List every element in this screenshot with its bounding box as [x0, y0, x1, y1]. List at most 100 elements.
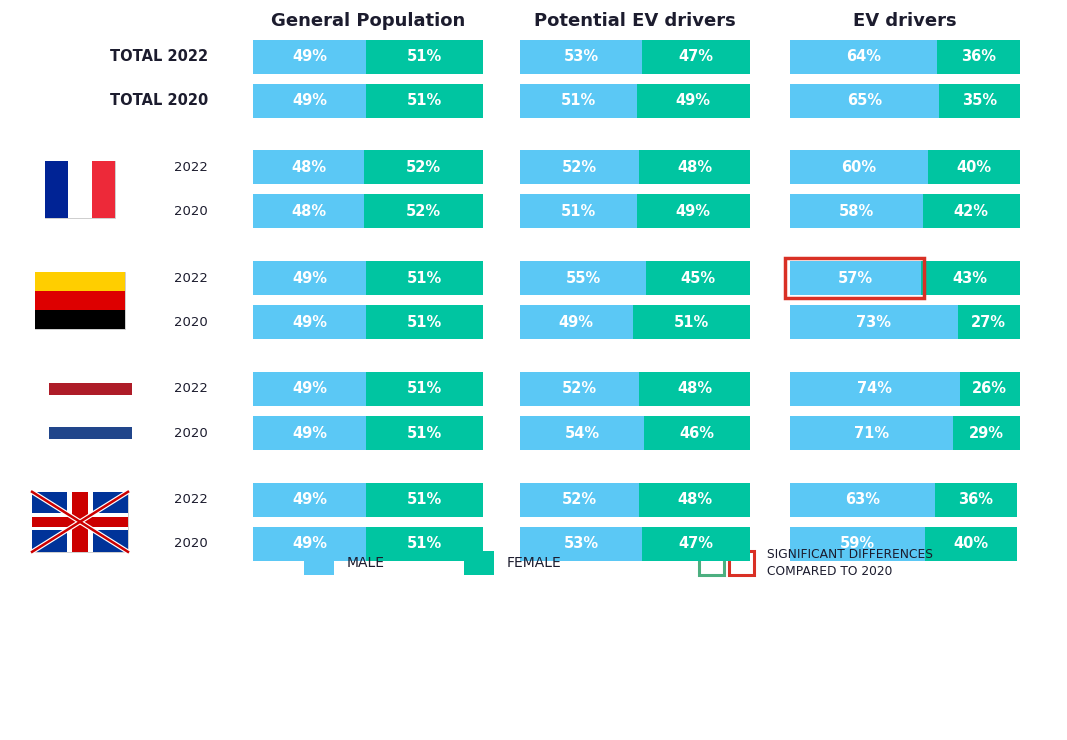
Bar: [923, 195, 1020, 229]
Text: 29%: 29%: [969, 425, 1004, 440]
Bar: [641, 40, 749, 73]
Bar: [637, 195, 749, 229]
Text: 54%: 54%: [564, 425, 600, 440]
Bar: [937, 40, 1019, 73]
Bar: [925, 527, 1017, 561]
Text: 64%: 64%: [846, 49, 881, 64]
Text: 51%: 51%: [407, 492, 442, 508]
Bar: [366, 482, 482, 517]
Bar: [521, 527, 641, 561]
Bar: [45, 161, 115, 218]
Text: 40%: 40%: [954, 536, 989, 551]
Text: 49%: 49%: [292, 425, 328, 440]
Text: 73%: 73%: [857, 314, 891, 330]
Text: 52%: 52%: [405, 204, 441, 219]
Text: Potential EV drivers: Potential EV drivers: [534, 12, 736, 30]
Text: 35%: 35%: [961, 93, 997, 108]
Text: 2022: 2022: [174, 161, 208, 174]
Text: 49%: 49%: [292, 49, 328, 64]
Text: 42%: 42%: [954, 204, 989, 219]
Text: 53%: 53%: [563, 49, 599, 64]
Bar: [641, 527, 749, 561]
Bar: [254, 416, 366, 450]
Text: 63%: 63%: [845, 492, 880, 508]
Text: 52%: 52%: [562, 492, 598, 508]
Bar: [45, 161, 68, 218]
Bar: [254, 84, 366, 118]
Text: 2020: 2020: [174, 426, 208, 440]
Text: 52%: 52%: [562, 160, 598, 175]
Bar: [254, 150, 364, 184]
Text: 58%: 58%: [839, 204, 874, 219]
Text: 49%: 49%: [292, 492, 328, 508]
Bar: [790, 482, 935, 517]
Text: 49%: 49%: [292, 536, 328, 551]
Bar: [633, 306, 750, 339]
Bar: [639, 482, 749, 517]
Text: 57%: 57%: [838, 271, 873, 286]
Text: 2022: 2022: [174, 272, 208, 285]
Bar: [71, 492, 89, 552]
Bar: [32, 514, 128, 531]
Bar: [254, 527, 366, 561]
Text: Base 2022:: Base 2022:: [32, 613, 103, 626]
Bar: [254, 306, 366, 339]
Bar: [639, 372, 749, 406]
Bar: [366, 372, 482, 406]
Bar: [254, 482, 366, 517]
Text: 48%: 48%: [291, 160, 327, 175]
Text: 45%: 45%: [681, 271, 716, 286]
Bar: [699, 551, 724, 575]
Text: 52%: 52%: [562, 382, 598, 397]
Bar: [790, 84, 939, 118]
Text: 51%: 51%: [561, 204, 596, 219]
Bar: [32, 517, 128, 527]
Bar: [464, 551, 494, 575]
Bar: [35, 310, 125, 329]
Bar: [66, 492, 94, 552]
Bar: [521, 416, 644, 450]
Bar: [366, 84, 482, 118]
Bar: [521, 84, 637, 118]
Bar: [49, 383, 132, 395]
Text: 59%: 59%: [840, 536, 875, 551]
Text: MALE: MALE: [347, 556, 385, 570]
Text: 49%: 49%: [559, 314, 594, 330]
Text: 49%: 49%: [292, 93, 328, 108]
Bar: [364, 195, 482, 229]
Text: 2020: 2020: [174, 205, 208, 218]
Bar: [35, 291, 125, 310]
Text: 2020: 2020: [174, 537, 208, 551]
Bar: [921, 261, 1019, 295]
Text: 49%: 49%: [292, 314, 328, 330]
Bar: [366, 306, 482, 339]
Text: 51%: 51%: [407, 382, 442, 397]
Text: 55%: 55%: [566, 271, 601, 286]
Bar: [953, 416, 1019, 450]
Text: 74%: 74%: [858, 382, 892, 397]
Bar: [790, 306, 957, 339]
Bar: [366, 527, 482, 561]
Text: TOTAL 2022: TOTAL 2022: [110, 49, 208, 64]
Text: Base 2020:: Base 2020:: [566, 613, 637, 626]
Bar: [521, 372, 639, 406]
Text: Base 2022:: Base 2022:: [32, 613, 103, 626]
Text: 71%: 71%: [854, 425, 889, 440]
Text: 40%: 40%: [956, 160, 991, 175]
Text: 51%: 51%: [407, 271, 442, 286]
Text: 48%: 48%: [676, 160, 712, 175]
Bar: [784, 258, 924, 298]
Bar: [254, 372, 366, 406]
Bar: [647, 261, 749, 295]
Text: SIGNIFICANT DIFFERENCES
COMPARED TO 2020: SIGNIFICANT DIFFERENCES COMPARED TO 2020: [767, 548, 933, 578]
Bar: [927, 150, 1019, 184]
Bar: [957, 306, 1019, 339]
Bar: [639, 150, 749, 184]
Text: 51%: 51%: [407, 536, 442, 551]
Bar: [521, 482, 639, 517]
Bar: [32, 492, 128, 552]
Text: 47%: 47%: [679, 49, 713, 64]
Bar: [790, 261, 921, 295]
Text: General Population: General Population: [271, 12, 465, 30]
Bar: [790, 40, 937, 73]
